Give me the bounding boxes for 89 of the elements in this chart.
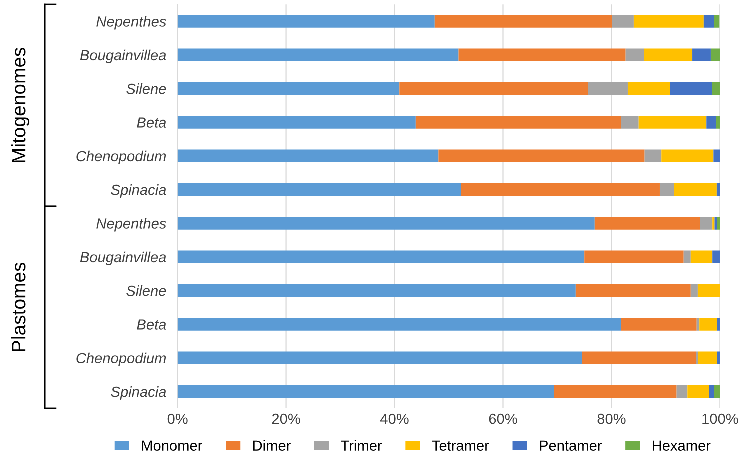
bar	[706, 116, 716, 129]
bar	[644, 48, 693, 62]
x-tick-label: 40%	[380, 414, 409, 424]
legend-label: Tetramer	[432, 440, 490, 451]
bar	[676, 385, 688, 398]
bar	[670, 82, 712, 96]
bar	[638, 116, 707, 129]
bar	[554, 385, 677, 398]
bar	[178, 385, 554, 398]
bar	[416, 116, 622, 129]
bar	[458, 48, 626, 62]
bar	[698, 352, 718, 365]
x-tick-label: 80%	[598, 414, 626, 424]
bar	[178, 318, 622, 331]
text: Plastomes	[11, 262, 26, 352]
bar	[714, 385, 720, 398]
y-tick-label: Bougainvillea	[80, 252, 166, 266]
bar	[634, 15, 704, 28]
y-tick-label: Chenopodium	[76, 150, 166, 164]
bar	[576, 284, 691, 298]
bar	[178, 250, 585, 264]
y-tick-label: Silene	[126, 286, 166, 296]
bar	[700, 318, 718, 331]
x-tick-label: 100%	[702, 414, 738, 424]
bar	[178, 116, 416, 129]
bar	[662, 150, 714, 163]
x-tick-label: 20%	[272, 414, 300, 424]
bar	[178, 183, 462, 196]
bar	[714, 217, 718, 230]
bar	[461, 183, 660, 196]
legend-label: Hexamer	[653, 440, 711, 451]
y-tick-label: Beta	[137, 118, 166, 128]
bar	[612, 15, 634, 28]
bar	[178, 48, 459, 62]
bar	[588, 82, 628, 96]
bar	[698, 284, 720, 298]
bar	[434, 15, 612, 28]
bar	[704, 15, 714, 28]
bar	[696, 318, 700, 331]
bar	[712, 250, 720, 264]
x-tick-label: 0%	[168, 414, 188, 424]
bar	[716, 183, 720, 196]
y-tick-label: Nepenthes	[96, 218, 166, 232]
y-tick-label: Silene	[126, 84, 166, 94]
bar	[628, 82, 670, 96]
bar	[709, 385, 714, 398]
text: Mitogenomes	[11, 48, 30, 162]
bar	[178, 150, 439, 163]
bar	[688, 385, 710, 398]
legend-label: Trimer	[341, 440, 382, 451]
bar	[684, 250, 691, 264]
bar	[582, 352, 696, 365]
bar	[626, 48, 644, 62]
bar	[717, 352, 720, 365]
bar	[584, 250, 684, 264]
bar	[692, 48, 711, 62]
bar	[714, 150, 720, 163]
bar	[621, 318, 697, 331]
x-tick-label: 60%	[489, 414, 518, 424]
bar	[178, 15, 435, 28]
bar	[710, 48, 720, 62]
bar	[716, 116, 720, 129]
y-tick-label: Beta	[137, 320, 166, 330]
bar	[178, 284, 576, 298]
bar	[712, 82, 720, 96]
y-tick-label: Nepenthes	[96, 16, 166, 30]
bar	[690, 250, 713, 264]
bar	[700, 217, 713, 230]
y-tick-label: Bougainvillea	[80, 50, 166, 64]
bar	[717, 217, 720, 230]
y-tick-label: Spinacia	[111, 184, 166, 198]
legend-label: Dimer	[253, 440, 291, 451]
bar	[400, 82, 588, 96]
bar	[594, 217, 700, 230]
y-tick-label: Spinacia	[111, 386, 166, 400]
bar	[690, 284, 698, 298]
bar	[717, 318, 720, 331]
bar	[674, 183, 717, 196]
bar	[644, 150, 662, 163]
bar	[438, 150, 645, 163]
bar	[621, 116, 639, 129]
legend-label: Pentamer	[540, 440, 602, 451]
bar	[714, 15, 720, 28]
bar	[178, 217, 595, 230]
bar	[660, 183, 674, 196]
y-tick-label: Chenopodium	[76, 352, 166, 366]
legend-label: Monomer	[142, 440, 202, 451]
bar	[178, 352, 582, 365]
bar	[178, 82, 400, 96]
